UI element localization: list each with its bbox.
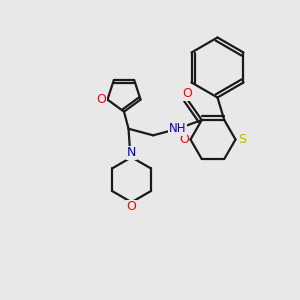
Text: O: O	[127, 200, 136, 213]
Bar	[183, 89, 191, 98]
Bar	[180, 135, 188, 144]
Text: NH: NH	[168, 122, 186, 135]
Bar	[95, 95, 106, 104]
Text: N: N	[127, 146, 136, 159]
Text: O: O	[179, 133, 189, 146]
Bar	[172, 124, 183, 134]
Text: S: S	[238, 133, 246, 146]
Text: O: O	[96, 93, 106, 106]
Bar	[127, 148, 136, 157]
Text: O: O	[182, 87, 192, 100]
Bar	[238, 135, 246, 144]
Bar	[127, 202, 136, 211]
